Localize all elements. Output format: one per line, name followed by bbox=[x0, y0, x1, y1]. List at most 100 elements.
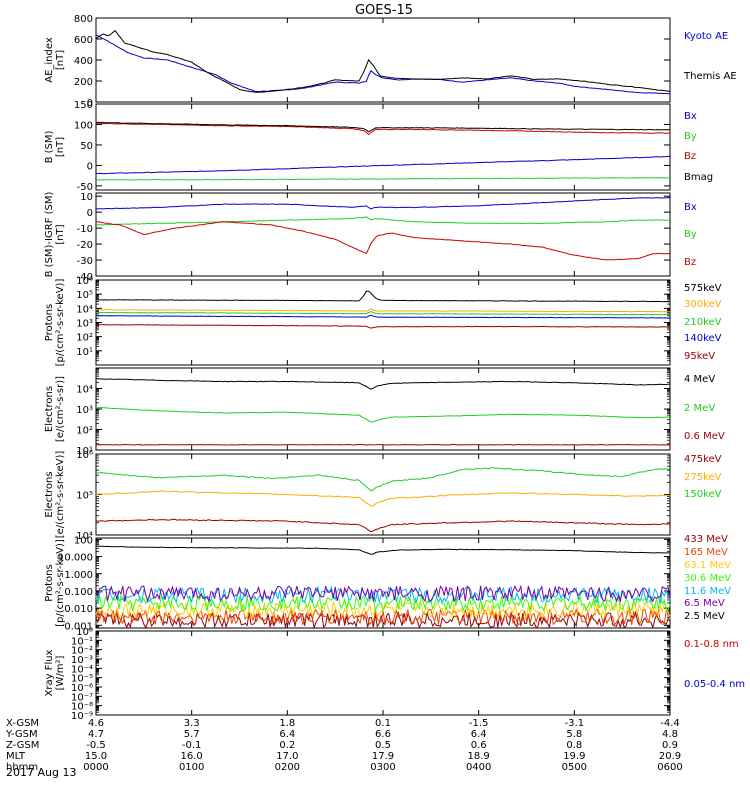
y-tick-label: -20 bbox=[77, 240, 93, 251]
y-axis-label: AE_index bbox=[44, 37, 55, 83]
time-row-value: 6.6 bbox=[375, 729, 391, 740]
time-row-label: MLT bbox=[6, 751, 26, 762]
panel-frame bbox=[95, 103, 671, 191]
legend-475kev: 475keV bbox=[684, 454, 722, 465]
time-row-value: 19.9 bbox=[563, 751, 585, 762]
legend-140kev: 140keV bbox=[684, 333, 722, 344]
time-row-label: X-GSM bbox=[6, 718, 39, 729]
time-row-value: 17.9 bbox=[372, 751, 394, 762]
y-axis-label: B (SM)-IGRF (SM) bbox=[44, 192, 55, 278]
time-row-value: -4.4 bbox=[660, 718, 680, 729]
panel-frame bbox=[95, 279, 671, 366]
series-line-575kev bbox=[95, 290, 670, 303]
y-tick-label: 10⁰ bbox=[76, 627, 93, 638]
time-row-value: 0.8 bbox=[566, 740, 582, 751]
y-tick-label: 10⁴ bbox=[76, 531, 93, 542]
y-tick-label: 10⁻⁹ bbox=[71, 711, 93, 722]
y-tick-label: 10⁴ bbox=[76, 385, 93, 396]
time-row-value: 0.9 bbox=[662, 740, 678, 751]
time-row-value: 0.6 bbox=[471, 740, 487, 751]
series-line-275kev bbox=[95, 490, 671, 507]
y-tick-label: 10⁴ bbox=[76, 304, 93, 315]
series-line-bz bbox=[96, 122, 671, 136]
date-label: 2017 Aug 13 bbox=[6, 766, 76, 779]
y-tick-label: 150 bbox=[74, 100, 93, 111]
legend-kyoto-ae: Kyoto AE bbox=[684, 31, 728, 42]
y-axis-label: [p/(cm²-s-sr-keV)] bbox=[55, 279, 66, 367]
time-row-value: -1.5 bbox=[469, 718, 489, 729]
time-row-value: -0.1 bbox=[182, 740, 202, 751]
y-tick-label: -40 bbox=[77, 272, 93, 283]
series-line-140kev bbox=[95, 314, 670, 319]
panel-frame bbox=[95, 17, 671, 103]
series-line-bmag bbox=[95, 121, 671, 133]
time-row-value: 4.8 bbox=[662, 729, 678, 740]
time-row-value: 0000 bbox=[83, 762, 108, 773]
legend-210kev: 210keV bbox=[684, 317, 722, 328]
y-tick-label: 10² bbox=[76, 333, 93, 344]
legend-165-mev: 165 MeV bbox=[684, 547, 728, 558]
y-tick-label: 10⁻² bbox=[71, 646, 93, 657]
y-tick-label: 10⁻¹ bbox=[71, 636, 93, 647]
y-tick-label: 400 bbox=[74, 56, 93, 67]
panel-frame bbox=[95, 630, 671, 716]
series-line-300kev bbox=[95, 308, 671, 313]
series-line-2.5-mev bbox=[95, 545, 671, 555]
time-row-value: 5.7 bbox=[184, 729, 200, 740]
legend-63.1-mev: 63.1 MeV bbox=[684, 560, 731, 571]
panel-ae: 0 200 400 600 800 AE_index [nT] Kyoto AE Themis … bbox=[44, 14, 737, 109]
y-tick-label: -30 bbox=[77, 256, 93, 267]
y-tick-label: 100 bbox=[74, 120, 93, 131]
series-line-2-mev bbox=[95, 406, 671, 423]
panel-dB: -40 -30 -20 -10 0 10 B (SM)-IGRF (SM) [nT] Bx By B… bbox=[44, 192, 697, 283]
y-tick-label: 10⁻³ bbox=[71, 655, 93, 666]
series-line-by bbox=[96, 216, 671, 226]
y-tick-label: 10⁻⁶ bbox=[71, 683, 93, 694]
time-row-value: 0100 bbox=[179, 762, 204, 773]
legend-150kev: 150keV bbox=[684, 489, 722, 500]
y-tick-label: 10⁶ bbox=[76, 276, 93, 287]
series-line-11.6-mev bbox=[95, 585, 671, 605]
series-line-30.6-mev bbox=[95, 593, 671, 613]
y-axis-label: Electrons bbox=[44, 471, 55, 517]
series-line-bx bbox=[95, 197, 671, 210]
panel-electrons_mev: 10¹ 10² 10³ 10⁴ Electrons [e/(cm²-s-sr)] 4 MeV… bbox=[44, 367, 725, 457]
y-tick-label: -10 bbox=[77, 224, 93, 235]
y-tick-label: 10⁵ bbox=[76, 290, 93, 301]
time-row-value: -3.1 bbox=[565, 718, 585, 729]
y-tick-label: 10¹ bbox=[76, 347, 93, 358]
time-row-value: 3.3 bbox=[184, 718, 200, 729]
panel-b: -50 0 50 100 150 B (SM) [nT] Bx By Bz Bmag bbox=[44, 100, 713, 193]
legend-575kev: 575keV bbox=[684, 283, 722, 294]
series-line-bz bbox=[95, 221, 671, 261]
y-tick-label: 50 bbox=[80, 141, 93, 152]
panel-electrons_kev: 10⁴ 10⁵ 10⁶ Electrons [e/(cm²-s-sr-keV)] 475k… bbox=[44, 450, 722, 542]
y-tick-label: 10.000 bbox=[58, 553, 93, 564]
time-row-value: 4.7 bbox=[88, 729, 104, 740]
legend-11.6-mev: 11.6 MeV bbox=[684, 586, 731, 597]
y-tick-label: 10⁶ bbox=[76, 450, 93, 461]
y-tick-label: 10⁻⁴ bbox=[71, 664, 93, 675]
time-row-value: 0600 bbox=[657, 762, 682, 773]
y-tick-label: 0.001 bbox=[64, 621, 93, 632]
time-row-value: 5.8 bbox=[566, 729, 582, 740]
panel-protons_mev: 0.001 0.010 0.100 1.000 10.000 100 Protons [p/(… bbox=[44, 534, 731, 632]
y-tick-label: 10³ bbox=[76, 405, 93, 416]
y-axis-label: Electrons bbox=[44, 386, 55, 432]
y-tick-label: 10⁵ bbox=[76, 491, 93, 502]
y-tick-label: 600 bbox=[74, 35, 93, 46]
y-axis-label: Protons bbox=[44, 564, 55, 601]
y-tick-label: 100 bbox=[74, 535, 93, 546]
y-tick-label: 1.000 bbox=[64, 570, 93, 581]
time-row-value: 0200 bbox=[275, 762, 300, 773]
y-tick-label: 0.010 bbox=[64, 604, 93, 615]
y-axis-label: [W/m²] bbox=[55, 655, 66, 690]
time-row-value: 0.5 bbox=[375, 740, 391, 751]
panel-protons_kev: 10¹ 10² 10³ 10⁴ 10⁵ 10⁶ Protons [p/(cm²-s-sr-ke… bbox=[44, 276, 722, 366]
legend-bx: Bx bbox=[684, 111, 697, 122]
y-tick-label: -50 bbox=[77, 182, 93, 193]
time-row-label: hhmm bbox=[6, 762, 38, 773]
